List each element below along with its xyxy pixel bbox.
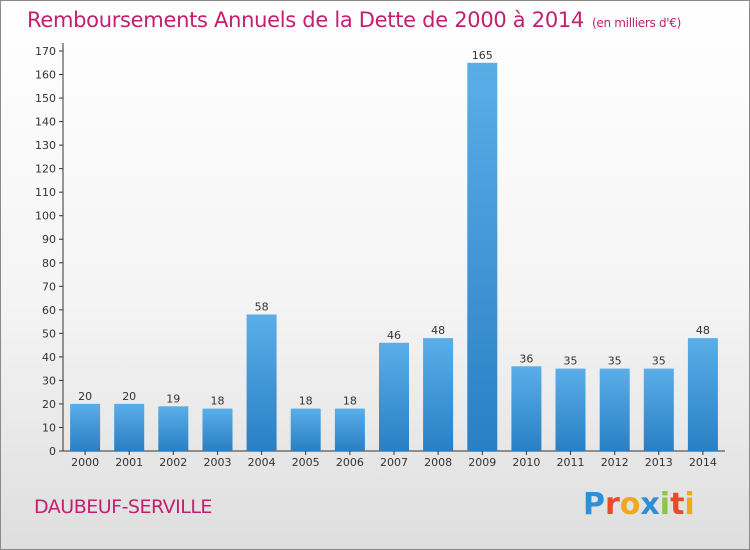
y-tick-label: 90 (42, 233, 56, 246)
bar (687, 338, 718, 451)
x-tick-label: 2011 (557, 456, 585, 469)
bar (334, 408, 365, 451)
bar (423, 338, 454, 451)
bar (70, 403, 101, 451)
y-tick-label: 30 (42, 374, 56, 387)
x-tick-label: 2013 (645, 456, 673, 469)
bar (511, 366, 542, 451)
bar (599, 368, 630, 451)
x-tick-label: 2007 (380, 456, 408, 469)
bar-value-label: 35 (608, 355, 622, 368)
bar-value-label: 18 (343, 395, 357, 408)
y-tick-label: 130 (35, 139, 56, 152)
y-tick-label: 0 (49, 445, 56, 458)
bar (114, 403, 145, 451)
bar-value-label: 165 (472, 49, 493, 62)
bar (555, 368, 586, 451)
logo-letter: x (640, 487, 660, 522)
y-tick-label: 50 (42, 327, 56, 340)
unit-label: (en milliers d'€) (592, 16, 682, 30)
logo-letter: t (670, 487, 685, 522)
bar (158, 406, 189, 451)
logo-letter: i (684, 487, 695, 522)
x-tick-label: 2001 (115, 456, 143, 469)
x-tick-label: 2014 (689, 456, 717, 469)
y-tick-label: 110 (35, 186, 56, 199)
y-tick-label: 170 (35, 45, 56, 58)
bar (379, 342, 409, 451)
x-tick-label: 2012 (601, 456, 629, 469)
y-tick-label: 10 (42, 421, 56, 434)
logo-letter: i (659, 487, 671, 522)
x-tick-label: 2006 (336, 456, 364, 469)
chart-title: Remboursements Annuels de la Dette de 20… (27, 8, 682, 32)
bar (643, 368, 674, 451)
y-tick-label: 100 (35, 210, 56, 223)
y-tick-label: 20 (42, 398, 56, 411)
bar (202, 408, 233, 451)
logo-letter: P (583, 487, 605, 522)
commune-name: DAUBEUF-SERVILLE (34, 496, 212, 518)
proxiti-logo: Proxiti (583, 487, 695, 522)
bar-value-label: 35 (564, 355, 578, 368)
y-tick-label: 120 (35, 163, 56, 176)
y-tick-label: 70 (42, 280, 56, 293)
y-tick-label: 80 (42, 257, 56, 270)
logo-letter: r (605, 487, 620, 522)
x-tick-label: 2008 (424, 456, 452, 469)
bar-value-label: 19 (166, 392, 180, 405)
x-tick-label: 2003 (204, 456, 232, 469)
bar-value-label: 36 (519, 352, 533, 365)
y-tick-label: 40 (42, 351, 56, 364)
x-tick-label: 2010 (512, 456, 540, 469)
logo-letter: o (619, 487, 641, 522)
y-tick-label: 150 (35, 92, 56, 105)
bar (467, 62, 498, 452)
bar-value-label: 48 (431, 324, 445, 337)
bar-value-label: 35 (652, 355, 666, 368)
y-tick-label: 140 (35, 116, 56, 129)
x-tick-label: 2002 (159, 456, 187, 469)
bar (290, 408, 321, 451)
bar-value-label: 58 (255, 301, 269, 314)
x-tick-label: 2004 (248, 456, 276, 469)
bar-value-label: 18 (211, 395, 225, 408)
bar-value-label: 20 (78, 390, 92, 403)
bar-value-label: 48 (696, 324, 710, 337)
x-tick-label: 2005 (292, 456, 320, 469)
x-tick-label: 2000 (71, 456, 99, 469)
y-tick-label: 160 (35, 69, 56, 82)
y-tick-label: 60 (42, 304, 56, 317)
x-tick-label: 2009 (468, 456, 496, 469)
bar-value-label: 46 (387, 329, 401, 342)
bar-value-label: 20 (122, 390, 136, 403)
bar (246, 314, 277, 451)
bar-value-label: 18 (299, 395, 313, 408)
